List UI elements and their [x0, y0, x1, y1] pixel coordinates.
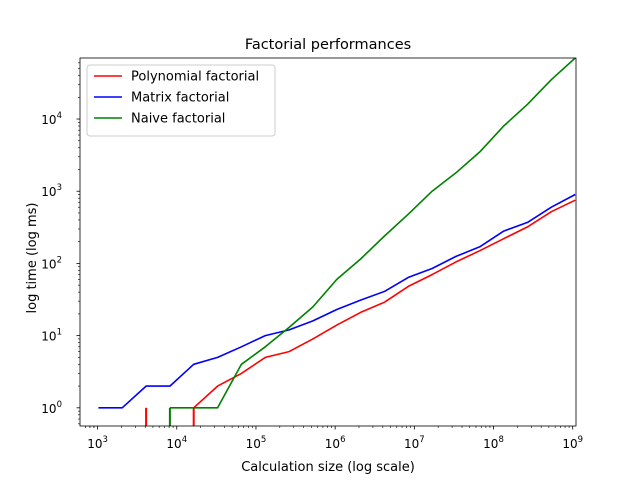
y-axis-label: log time (log ms)	[25, 203, 40, 314]
legend-label-3: Naive factorial	[131, 112, 225, 127]
legend-label-2: Matrix factorial	[131, 91, 229, 106]
legend-label-1: Polynomial factorial	[131, 70, 259, 85]
legend: Polynomial factorial Matrix factorial Naiv…	[86, 64, 276, 137]
x-axis-label: Calculation size (log scale)	[241, 460, 415, 475]
legend-box	[86, 64, 276, 137]
chart-title: Factorial performances	[245, 37, 411, 53]
series-line-3-segment-1	[169, 58, 576, 409]
axes-frame	[79, 57, 577, 427]
series-group	[98, 58, 576, 426]
